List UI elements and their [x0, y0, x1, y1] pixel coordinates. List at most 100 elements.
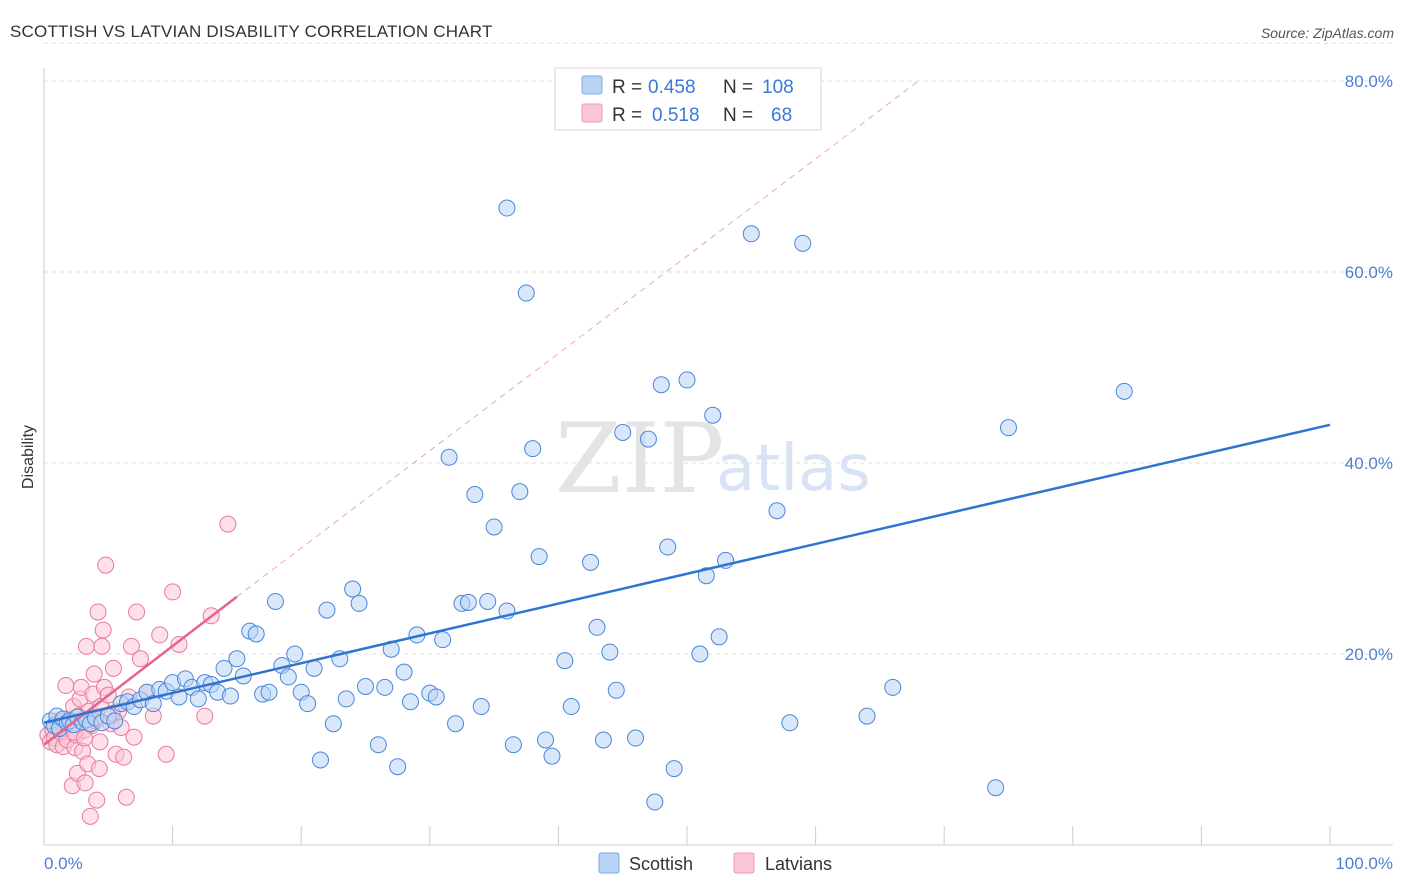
scottish-point: [678, 371, 696, 389]
scottish-point: [106, 712, 124, 730]
scottish-point: [537, 731, 555, 749]
scottish-points: [41, 199, 1133, 811]
legend-n-scottish: 108: [762, 77, 794, 98]
scottish-point: [260, 683, 278, 701]
scottish-point: [1000, 419, 1017, 437]
scottish-point: [691, 645, 709, 663]
scottish-point: [710, 628, 728, 646]
scottish-point: [279, 668, 297, 686]
x-tick-min: 0.0%: [44, 854, 83, 873]
latvians-point: [57, 677, 75, 695]
scottish-point: [594, 731, 612, 749]
scottish-point: [781, 714, 799, 732]
y-tick-labels: 20.0% 40.0% 60.0% 80.0%: [1345, 72, 1393, 664]
y-tick-label: 60.0%: [1345, 263, 1393, 282]
scottish-trendline: [43, 423, 1331, 724]
latvians-point: [122, 637, 140, 655]
y-tick-label: 80.0%: [1345, 72, 1393, 91]
scottish-point: [704, 406, 722, 424]
legend-n-latvians: 68: [771, 105, 792, 126]
watermark-zip: ZIP: [555, 403, 724, 515]
bottom-legend-latvians: Latvians: [765, 854, 832, 874]
latvians-point: [97, 556, 115, 574]
scottish-point: [395, 663, 413, 681]
latvians-point: [88, 791, 106, 809]
legend-r-scottish: 0.458: [648, 77, 696, 98]
latvians-point: [170, 635, 188, 653]
latvians-trendline: [43, 595, 238, 746]
latvians-point: [93, 637, 111, 655]
scottish-point: [402, 693, 420, 711]
scottish-point: [337, 690, 355, 708]
scottish-point: [582, 553, 600, 571]
latvians-point: [94, 621, 112, 639]
scottish-point: [350, 594, 368, 612]
scottish-point: [504, 736, 522, 754]
latvians-point: [81, 807, 99, 825]
scottish-point: [588, 618, 606, 636]
legend-swatch-latvians: [581, 103, 603, 123]
scottish-point: [434, 631, 452, 649]
stats-legend: R = 0.458 N = 108 R = 0.518 N = 68: [554, 67, 822, 131]
scottish-point: [144, 695, 162, 713]
scottish-point: [697, 567, 715, 585]
scottish-point: [221, 687, 239, 705]
scottish-point: [884, 678, 902, 696]
latvians-point: [219, 515, 237, 533]
scottish-point: [376, 678, 394, 696]
legend-n-label: N =: [723, 77, 753, 98]
scottish-point: [768, 502, 786, 520]
scottish-point: [524, 440, 542, 458]
latvians-point: [90, 760, 108, 778]
scottish-point: [627, 729, 645, 747]
scottish-point: [369, 736, 387, 754]
scottish-point: [646, 793, 664, 811]
scottish-point: [447, 715, 465, 733]
latvians-point: [115, 748, 133, 766]
scottish-point: [794, 234, 812, 252]
scottish-point: [215, 659, 233, 677]
scottish-point: [742, 225, 760, 243]
scottish-point: [1115, 382, 1133, 400]
scottish-point: [858, 707, 876, 725]
scottish-point: [517, 284, 535, 302]
scottish-point: [639, 430, 657, 448]
scottish-point: [357, 677, 374, 695]
x-tick-max: 100.0%: [1335, 854, 1393, 873]
scottish-point: [601, 643, 619, 661]
scottish-point: [466, 486, 484, 504]
latvians-point: [77, 637, 95, 655]
legend-swatch-scottish: [581, 75, 603, 95]
scottish-point: [427, 688, 445, 706]
scottish-point: [459, 593, 477, 611]
legend-r-label: R =: [612, 77, 642, 98]
latvians-trend-extension: [236, 80, 919, 598]
latvians-point: [76, 729, 94, 747]
scottish-point: [344, 580, 362, 598]
scottish-point: [652, 376, 670, 394]
scottish-point: [389, 758, 407, 776]
scottish-point: [311, 751, 329, 769]
scottish-point: [324, 715, 342, 733]
scottish-point: [665, 760, 683, 778]
latvians-point: [104, 659, 122, 677]
bottom-legend-swatch-latvians: [733, 852, 755, 874]
latvians-points: [39, 515, 237, 825]
latvians-point: [125, 728, 143, 746]
legend-r-label: R =: [612, 105, 642, 126]
latvians-point: [128, 603, 146, 621]
scottish-point: [228, 650, 246, 668]
latvians-point: [91, 733, 109, 751]
scottish-point: [511, 483, 529, 501]
series-legend: Scottish Latvians: [598, 852, 832, 874]
scottish-point: [659, 538, 677, 556]
scottish-point: [189, 690, 207, 708]
legend-n-label: N =: [723, 105, 753, 126]
bottom-legend-scottish: Scottish: [629, 854, 693, 874]
scottish-point: [614, 423, 632, 441]
y-tick-label: 40.0%: [1345, 454, 1393, 473]
watermark-atlas: atlas: [716, 432, 871, 506]
latvians-point: [131, 650, 149, 668]
scottish-point: [543, 747, 561, 765]
